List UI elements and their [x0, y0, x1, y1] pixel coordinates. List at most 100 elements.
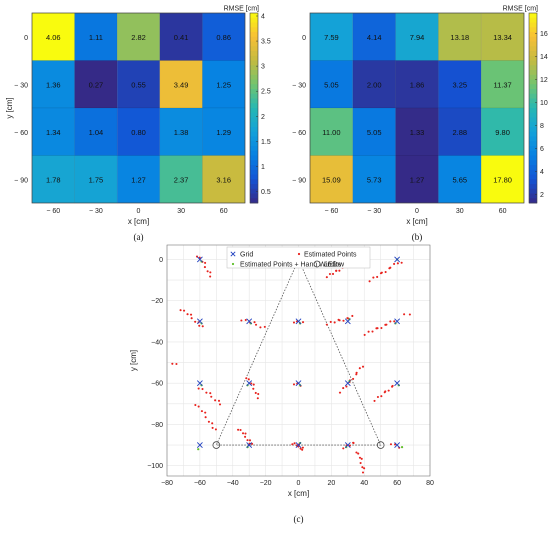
panel-a-heatmap: 4.06 1.11 2.82 0.41 0.86 1.36 0.27 0.55 3.49 1.25… [5, 6, 271, 243]
legend-label-hann: Estimated Points + Hann Window [240, 262, 345, 269]
estimated-point [247, 378, 250, 381]
estimated-point [372, 276, 375, 279]
estimated-point [254, 323, 258, 326]
colorbar-segment [250, 93, 258, 99]
grid-marker [295, 442, 302, 448]
y-tick-label: −20 [151, 298, 163, 305]
x-tick-label: 60 [499, 208, 507, 215]
cell-value-label: 1.25 [216, 80, 231, 89]
colorbar-segment [250, 46, 258, 52]
colorbar-tick-label: 1.5 [261, 139, 271, 146]
cell-value-label: 15.09 [322, 175, 341, 184]
colorbar-segment [250, 160, 258, 166]
estimated-point [338, 319, 341, 322]
x-tick-label: −40 [227, 480, 239, 487]
estimated-point [237, 428, 240, 431]
heatmap-cell [352, 155, 396, 204]
y-tick-label: −60 [151, 381, 163, 388]
cell-value-label: 2.00 [367, 80, 382, 89]
cell-value-label: 0.80 [131, 128, 146, 137]
cell-value-label: 1.75 [89, 175, 104, 184]
estimated-point [359, 461, 362, 465]
cell-value-label: 7.94 [410, 33, 425, 42]
estimated-point [328, 272, 331, 276]
estimated-point [183, 309, 186, 312]
colorbar-segment [250, 36, 258, 42]
colorbar-segment [250, 22, 258, 28]
heatmap-cell [116, 107, 161, 156]
cell-value-label: 1.27 [131, 175, 146, 184]
x-tick-label: −80 [161, 480, 173, 487]
x-tick-label: − 60 [46, 208, 60, 215]
estimated-point [358, 456, 362, 459]
grid-marker-stroke [394, 256, 401, 263]
hann-estimated-point [400, 446, 404, 449]
colorbar-segment [529, 179, 537, 185]
colorbar-segment [250, 122, 258, 128]
colorbar-tick-label: 14 [540, 54, 548, 61]
estimated-point [259, 326, 262, 329]
estimated-point [342, 319, 345, 322]
grid-marker [394, 318, 401, 325]
legend-label-grid: Grid [240, 252, 253, 259]
estimated-point [389, 266, 392, 269]
estimated-point [210, 395, 213, 398]
heatmap-cell [74, 12, 118, 61]
estimated-point [363, 333, 366, 336]
x-tick-label: 30 [456, 208, 464, 215]
y-tick-label: 0 [302, 35, 306, 42]
x-tick-label: 60 [393, 480, 401, 487]
estimated-point [252, 387, 255, 390]
colorbar-tick-label: 4 [540, 169, 544, 176]
grid-marker [394, 380, 401, 387]
colorbar-segment [529, 74, 537, 80]
estimated-point [396, 262, 399, 265]
x-tick-label: 40 [360, 480, 368, 487]
cell-value-label: 1.34 [46, 128, 61, 137]
estimated-point [204, 416, 207, 419]
estimated-point [380, 327, 383, 330]
estimated-point [342, 447, 345, 450]
colorbar-segment [250, 27, 258, 33]
cell-value-label: 11.37 [493, 80, 511, 89]
estimated-point [403, 313, 406, 316]
colorbar-segment [529, 89, 537, 95]
cell-value-label: 13.34 [493, 33, 512, 42]
cell-value-label: 17.80 [493, 175, 512, 184]
estimated-point [197, 405, 200, 408]
grid-marker [295, 318, 302, 325]
estimated-point [376, 275, 379, 279]
colorbar-segment [529, 98, 537, 104]
grid-marker [196, 318, 203, 325]
colorbar-tick-label: 4 [261, 14, 265, 21]
colorbar-tick-label: 10 [540, 100, 548, 107]
grid-marker [246, 442, 253, 448]
x-tick-label: 0 [297, 480, 301, 487]
estimated-point [301, 448, 304, 451]
colorbar-segment [529, 160, 537, 166]
colorbar-segment [529, 193, 537, 199]
estimated-point [351, 314, 354, 318]
colorbar-segment [250, 13, 258, 19]
grid-marker-stroke [246, 318, 253, 325]
grid-marker [394, 442, 401, 448]
colorbar-segment [250, 193, 258, 199]
estimated-point [301, 446, 304, 449]
cell-value-label: 1.86 [410, 80, 425, 89]
heatmap-cell [31, 12, 75, 61]
x-tick-label: 30 [177, 208, 185, 215]
hann-estimated-point [197, 448, 200, 451]
cell-value-label: 7.59 [324, 33, 339, 42]
estimated-point [209, 271, 212, 274]
plot-frame [309, 12, 525, 204]
grid-marker-stroke [196, 442, 203, 448]
colorbar-segment [529, 198, 537, 204]
x-axis-label: x [cm] [128, 217, 149, 226]
cell-value-label: 5.05 [367, 128, 382, 137]
colorbar-tick-label: 6 [540, 146, 544, 153]
grid-marker-stroke [246, 380, 253, 387]
estimated-point [292, 383, 296, 386]
colorbar-segment [250, 169, 258, 175]
estimated-point [253, 321, 256, 324]
estimated-point [391, 384, 394, 387]
